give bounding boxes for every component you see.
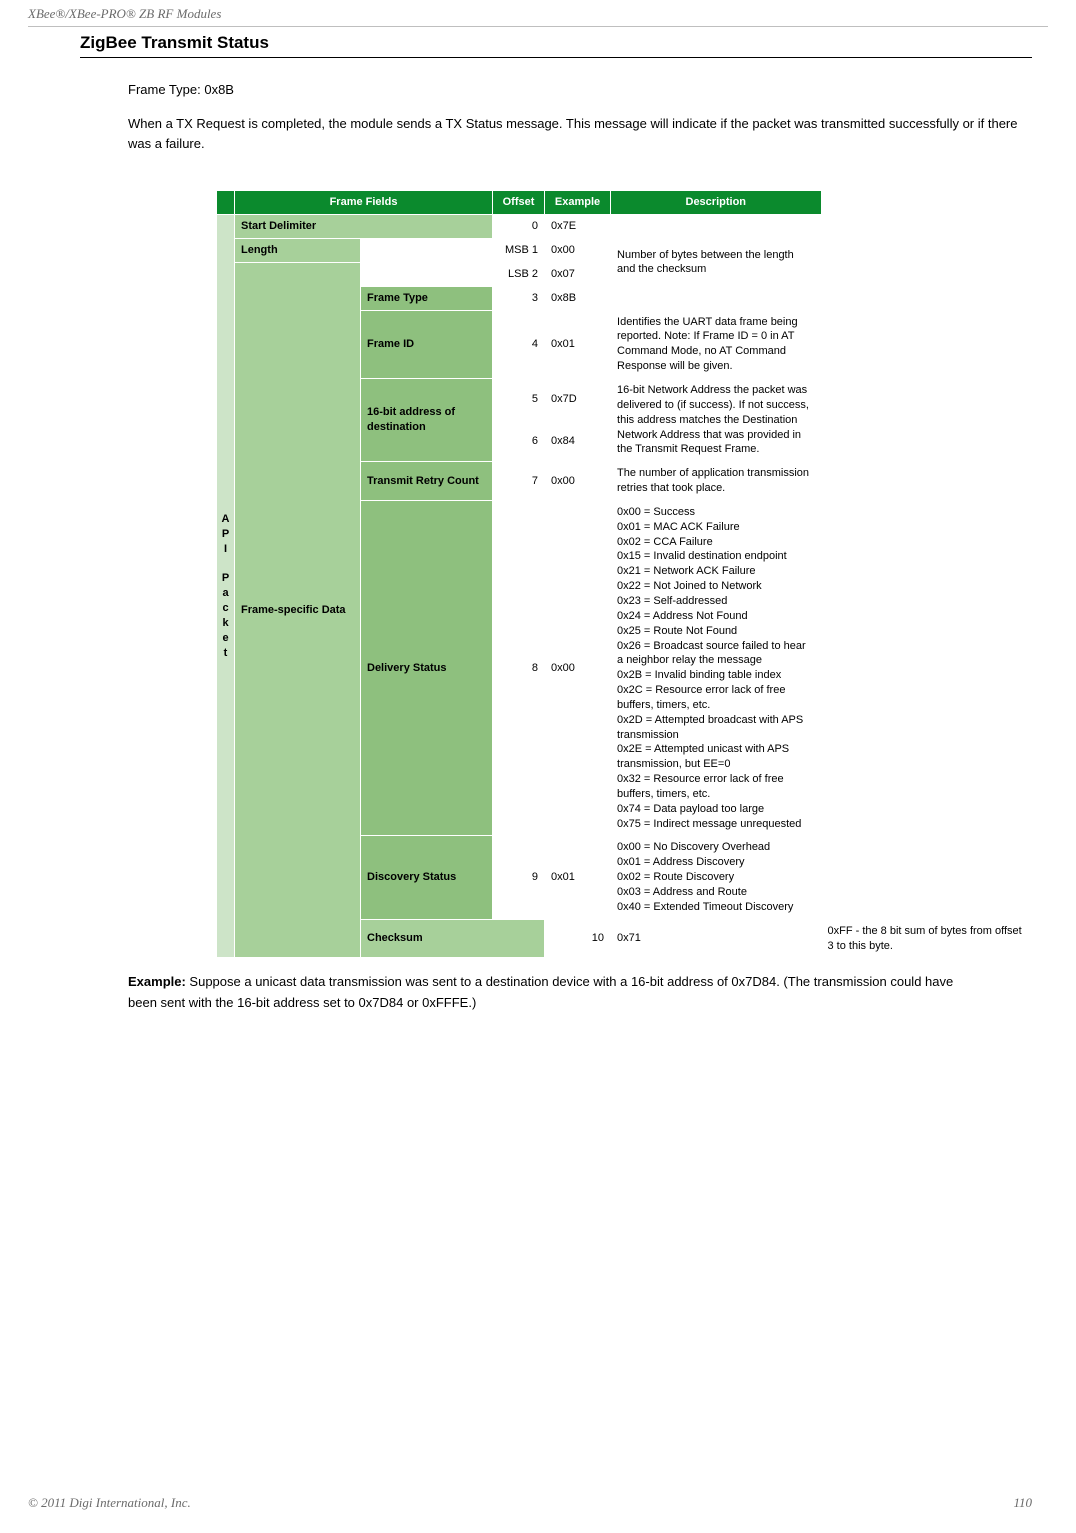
cell-example: 0x84 (545, 420, 611, 462)
table-row: Length MSB 1 0x00 Number of bytes betwee… (217, 239, 1032, 263)
field-frame-type: Frame Type (361, 286, 493, 310)
cell-offset: 3 (493, 286, 545, 310)
th-description: Description (611, 191, 821, 215)
field-length: Length (235, 239, 361, 263)
cell-example: 0x8B (545, 286, 611, 310)
api-packet-label: A P I P a c k e t (217, 215, 235, 958)
cell-example: 0x7E (545, 215, 611, 239)
cell-offset: 6 (493, 420, 545, 462)
footer: © 2011 Digi International, Inc. 110 (0, 1495, 1076, 1511)
cell-offset: MSB 1 (493, 239, 545, 263)
cell-offset: LSB 2 (493, 262, 545, 286)
cell-example: 0x71 (611, 919, 821, 958)
cell-example: 0x00 (545, 239, 611, 263)
th-offset: Offset (493, 191, 545, 215)
th-frame-fields: Frame Fields (235, 191, 493, 215)
blank-cell (361, 239, 493, 287)
cell-example: 0x00 (545, 500, 611, 836)
cell-desc (611, 286, 821, 310)
cell-example: 0x01 (545, 310, 611, 378)
cell-desc: 0x00 = No Discovery Overhead 0x01 = Addr… (611, 836, 821, 919)
field-checksum: Checksum (361, 919, 545, 958)
cell-desc: 16-bit Network Address the packet was de… (611, 379, 821, 462)
cell-offset: 9 (493, 836, 545, 919)
cell-example: 0x07 (545, 262, 611, 286)
doc-header: XBee®/XBee-PRO® ZB RF Modules (0, 0, 1076, 26)
cell-example: 0x01 (545, 836, 611, 919)
field-frame-specific: Frame-specific Data (235, 262, 361, 957)
cell-desc: 0x00 = Success 0x01 = MAC ACK Failure 0x… (611, 500, 821, 836)
field-frame-id: Frame ID (361, 310, 493, 378)
field-retry-count: Transmit Retry Count (361, 462, 493, 501)
cell-offset: 7 (493, 462, 545, 501)
cell-offset: 5 (493, 379, 545, 421)
table-header-row: Frame Fields Offset Example Description (217, 191, 1032, 215)
cell-example: 0x7D (545, 379, 611, 421)
section-title: ZigBee Transmit Status (0, 27, 1076, 57)
th-blank (217, 191, 235, 215)
cell-desc: Identifies the UART data frame being rep… (611, 310, 821, 378)
example-label: Example: (128, 974, 189, 989)
cell-offset: 0 (493, 215, 545, 239)
cell-offset: 8 (493, 500, 545, 836)
field-start-delimiter: Start Delimiter (235, 215, 493, 239)
footer-copyright: © 2011 Digi International, Inc. (28, 1495, 191, 1511)
example-text: Suppose a unicast data transmission was … (128, 974, 953, 1009)
footer-page-number: 110 (1013, 1495, 1032, 1511)
table-row: A P I P a c k e t Start Delimiter 0 0x7E (217, 215, 1032, 239)
example-paragraph: Example: Suppose a unicast data transmis… (128, 972, 980, 1012)
frame-table: Frame Fields Offset Example Description … (216, 190, 1032, 958)
field-16bit-addr: 16-bit address of destination (361, 379, 493, 462)
cell-desc: The number of application transmission r… (611, 462, 821, 501)
cell-desc (611, 215, 821, 239)
field-delivery-status: Delivery Status (361, 500, 493, 836)
intro-paragraph: When a TX Request is completed, the modu… (128, 114, 1032, 154)
th-example: Example (545, 191, 611, 215)
section-underline (80, 57, 1032, 58)
cell-offset: 4 (493, 310, 545, 378)
frame-type-line: Frame Type: 0x8B (128, 80, 1032, 100)
cell-desc: Number of bytes between the length and t… (611, 239, 821, 287)
cell-example: 0x00 (545, 462, 611, 501)
field-discovery-status: Discovery Status (361, 836, 493, 919)
cell-offset: 10 (545, 919, 611, 958)
cell-desc: 0xFF - the 8 bit sum of bytes from offse… (821, 919, 1032, 958)
